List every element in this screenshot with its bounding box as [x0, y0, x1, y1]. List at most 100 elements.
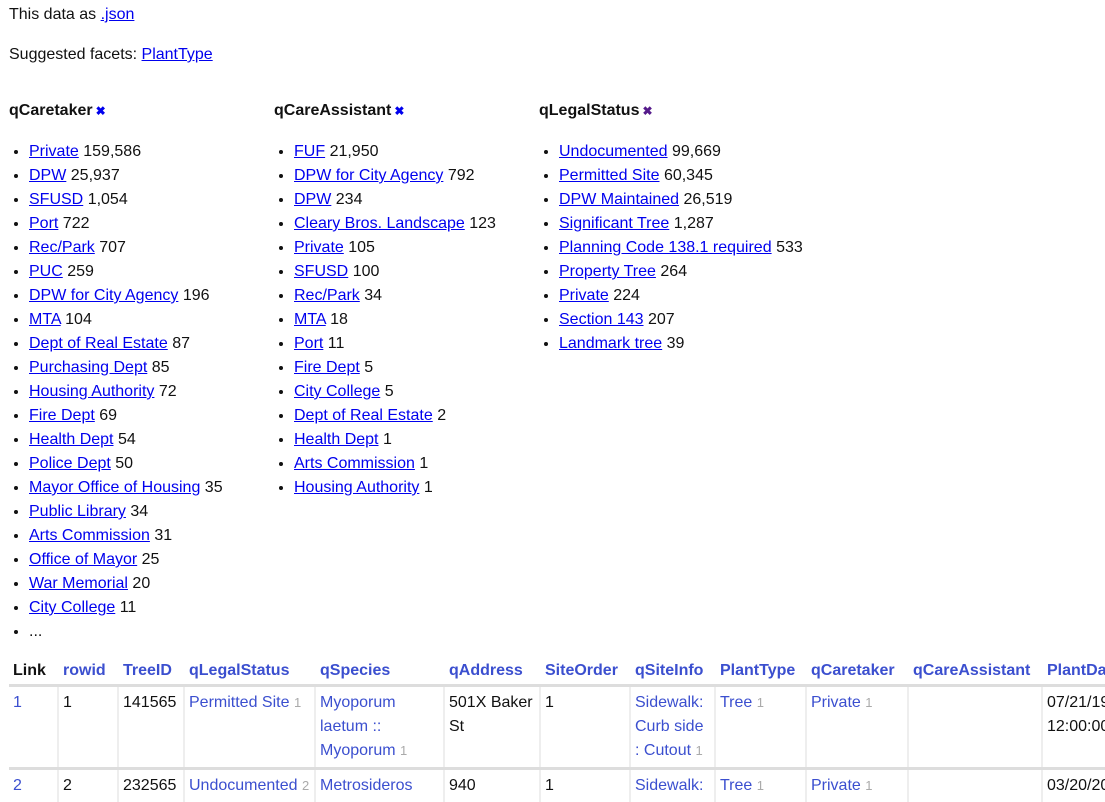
sort-link[interactable]: PlantDate	[1047, 662, 1105, 679]
column-header-treeid[interactable]: TreeID	[118, 660, 184, 686]
sort-link[interactable]: qLegalStatus	[189, 662, 289, 679]
cell-link[interactable]: Permitted Site	[189, 694, 289, 711]
facet-value-link[interactable]: Rec/Park	[29, 239, 95, 256]
facet-value-link[interactable]: FUF	[294, 143, 325, 160]
cell-link[interactable]: Tree	[720, 777, 752, 794]
json-link[interactable]: .json	[101, 6, 135, 23]
cell-link[interactable]: Myoporum laetum :: Myoporum	[320, 694, 396, 759]
facet-value-link[interactable]: War Memorial	[29, 575, 128, 592]
sort-link[interactable]: qSpecies	[320, 662, 390, 679]
facet-item: City College 11	[29, 596, 274, 620]
column-header-plantdate[interactable]: PlantDate	[1042, 660, 1105, 686]
facet-value-link[interactable]: Cleary Bros. Landscape	[294, 215, 465, 232]
sort-link[interactable]: qCaretaker	[811, 662, 895, 679]
facet-value-link[interactable]: Police Dept	[29, 455, 111, 472]
column-header-qaddress[interactable]: qAddress	[444, 660, 540, 686]
facet-value-link[interactable]: Landmark tree	[559, 335, 662, 352]
sort-link[interactable]: SiteOrder	[545, 662, 618, 679]
cell-link[interactable]: Sidewalk:	[635, 777, 703, 794]
facet-title: qCaretaker✖	[9, 100, 274, 122]
facet-value-link[interactable]: City College	[29, 599, 115, 616]
facet-value-link[interactable]: DPW	[294, 191, 331, 208]
sort-link[interactable]: rowid	[63, 662, 106, 679]
column-header-qsiteinfo[interactable]: qSiteInfo	[630, 660, 715, 686]
column-header-planttype[interactable]: PlantType	[715, 660, 806, 686]
facet-value-link[interactable]: DPW	[29, 167, 66, 184]
facet-value-link[interactable]: Private	[294, 239, 344, 256]
facet-value-link[interactable]: Fire Dept	[294, 359, 360, 376]
facet-value-link[interactable]: SFUSD	[294, 263, 348, 280]
sort-link[interactable]: qAddress	[449, 662, 523, 679]
row-link[interactable]: 1	[13, 694, 22, 711]
facet-count: 105	[348, 239, 375, 256]
remove-facet-icon[interactable]: ✖	[642, 104, 652, 118]
facet-value-link[interactable]: Office of Mayor	[29, 551, 137, 568]
facet-count: 25,937	[71, 167, 120, 184]
facet-value-link[interactable]: Private	[29, 143, 79, 160]
facet-count: 21,950	[330, 143, 379, 160]
facet-value-link[interactable]: Port	[294, 335, 323, 352]
sort-link[interactable]: qSiteInfo	[635, 662, 703, 679]
column-header-qlegalstatus[interactable]: qLegalStatus	[184, 660, 315, 686]
facet-value-link[interactable]: Mayor Office of Housing	[29, 479, 200, 496]
cell-address: 501X Baker St	[444, 686, 540, 769]
facet-value-link[interactable]: Rec/Park	[294, 287, 360, 304]
facet-value-link[interactable]: MTA	[294, 311, 326, 328]
facet-value-link[interactable]: SFUSD	[29, 191, 83, 208]
cell-link[interactable]: Private	[811, 694, 861, 711]
cell-legal: Undocumented 2	[184, 769, 315, 802]
facet-value-link[interactable]: DPW for City Agency	[29, 287, 178, 304]
facet-value-link[interactable]: PUC	[29, 263, 63, 280]
facet-value-link[interactable]: Arts Commission	[294, 455, 415, 472]
facet-value-link[interactable]: Health Dept	[294, 431, 379, 448]
cell-link[interactable]: Sidewalk: Curb side : Cutout	[635, 694, 703, 759]
facet-value-link[interactable]: Arts Commission	[29, 527, 150, 544]
row-link[interactable]: 2	[13, 777, 22, 794]
column-header-qcaretaker[interactable]: qCaretaker	[806, 660, 908, 686]
cell-link[interactable]: Private	[811, 777, 861, 794]
cell-legal: Permitted Site 1	[184, 686, 315, 769]
facet-value-link[interactable]: Health Dept	[29, 431, 114, 448]
cell-count: 1	[695, 743, 702, 758]
remove-facet-icon[interactable]: ✖	[394, 104, 404, 118]
remove-facet-icon[interactable]: ✖	[96, 104, 106, 118]
facet-value-link[interactable]: Dept of Real Estate	[29, 335, 168, 352]
facet-value-link[interactable]: Private	[559, 287, 609, 304]
facet-count: 34	[130, 503, 148, 520]
sort-link[interactable]: qCareAssistant	[913, 662, 1030, 679]
facet-value-link[interactable]: City College	[294, 383, 380, 400]
column-header-qcareassistant[interactable]: qCareAssistant	[908, 660, 1042, 686]
cell-link[interactable]: Metrosideros	[320, 777, 412, 794]
facet-value-link[interactable]: Fire Dept	[29, 407, 95, 424]
facet-value-link[interactable]: MTA	[29, 311, 61, 328]
facet-item: Fire Dept 69	[29, 404, 274, 428]
facet-value-link[interactable]: Undocumented	[559, 143, 668, 160]
facet-value-link[interactable]: Significant Tree	[559, 215, 669, 232]
facet-value-link[interactable]: Section 143	[559, 311, 644, 328]
sort-link[interactable]: TreeID	[123, 662, 172, 679]
facet-value-link[interactable]: Housing Authority	[29, 383, 154, 400]
column-header-siteorder[interactable]: SiteOrder	[540, 660, 630, 686]
facet-value-link[interactable]: DPW for City Agency	[294, 167, 443, 184]
column-header-link: Link	[9, 660, 58, 686]
facet-value-link[interactable]: Dept of Real Estate	[294, 407, 433, 424]
cell-treeid: 232565	[118, 769, 184, 802]
column-header-rowid[interactable]: rowid	[58, 660, 118, 686]
facet-value-link[interactable]: Port	[29, 215, 58, 232]
facet-value-link[interactable]: Housing Authority	[294, 479, 419, 496]
facet-item: Fire Dept 5	[294, 356, 539, 380]
facet-value-link[interactable]: Planning Code 138.1 required	[559, 239, 772, 256]
facet-item: Significant Tree 1,287	[559, 212, 804, 236]
cell-link[interactable]: Tree	[720, 694, 752, 711]
sort-link[interactable]: PlantType	[720, 662, 795, 679]
facet-value-link[interactable]: DPW Maintained	[559, 191, 679, 208]
facet-item: Section 143 207	[559, 308, 804, 332]
cell-link[interactable]: Undocumented	[189, 777, 298, 794]
suggested-facet-link[interactable]: PlantType	[142, 46, 213, 63]
facet-value-link[interactable]: Public Library	[29, 503, 126, 520]
column-header-qspecies[interactable]: qSpecies	[315, 660, 444, 686]
facet-value-link[interactable]: Property Tree	[559, 263, 656, 280]
facet-value-link[interactable]: Purchasing Dept	[29, 359, 147, 376]
facet-count: 85	[152, 359, 170, 376]
facet-value-link[interactable]: Permitted Site	[559, 167, 659, 184]
